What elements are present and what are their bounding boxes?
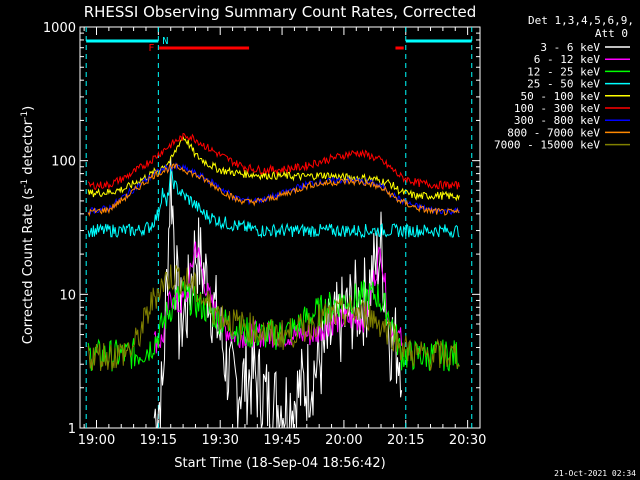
x-tick-label: 20:30 (449, 433, 486, 448)
y-label-part2: detector (21, 119, 36, 179)
axes (79, 26, 481, 429)
series-line (87, 166, 460, 239)
series-line (87, 264, 460, 372)
legend-entry: 6 - 12 keV (534, 53, 601, 66)
x-tick-label: 20:15 (387, 433, 424, 448)
x-tick-label: 19:00 (78, 433, 115, 448)
chart-title: RHESSI Observing Summary Count Rates, Co… (84, 3, 477, 21)
chart-series: NF (85, 27, 473, 429)
legend-attenuator: Att 0 (595, 27, 628, 40)
series-line (87, 132, 460, 191)
x-tick-label: 19:15 (140, 433, 177, 448)
legend-detectors: Det 1,3,4,5,6,9, (528, 14, 634, 27)
y-label-sup1: -1 (20, 179, 30, 188)
legend-entry: 25 - 50 keV (527, 78, 600, 91)
y-tick-label: 10 (59, 288, 76, 303)
x-axis-label: Start Time (18-Sep-04 18:56:42) (174, 456, 385, 471)
series-line (87, 135, 460, 202)
flag-label-f: F (148, 43, 154, 54)
y-tick-label: 100 (51, 155, 76, 170)
tick-labels: 1 10 100 1000 19:00 19:15 19:30 19:45 20:00 20:15… (43, 21, 486, 448)
series-line (87, 163, 460, 217)
legend-entry: 50 - 100 keV (521, 90, 601, 103)
legend-entry: 7000 - 15000 keV (494, 139, 600, 152)
flag-label-n: N (162, 36, 168, 47)
legend-entry: 800 - 7000 keV (507, 126, 600, 139)
x-tick-label: 19:45 (263, 433, 300, 448)
y-label-part1: Corrected Count Rate (s (21, 188, 36, 345)
y-tick-label: 1 (68, 422, 76, 437)
y-axis-label: Corrected Count Rate (s-1 detector-1) (20, 106, 36, 344)
legend-entry: 100 - 300 keV (514, 102, 600, 115)
x-tick-label: 20:00 (325, 433, 362, 448)
y-label-sup2: -1 (20, 111, 30, 120)
legend-entry: 12 - 25 keV (527, 65, 600, 78)
plot-frame (79, 26, 481, 429)
footer-date: 21-Oct-2021 02:34 (554, 469, 636, 478)
y-label-part3: ) (21, 106, 36, 111)
y-tick-label: 1000 (43, 21, 76, 36)
legend-entry: 3 - 6 keV (540, 41, 600, 54)
legend-entry: 300 - 800 keV (514, 114, 600, 127)
series-line (153, 157, 403, 429)
x-tick-label: 19:30 (201, 433, 238, 448)
